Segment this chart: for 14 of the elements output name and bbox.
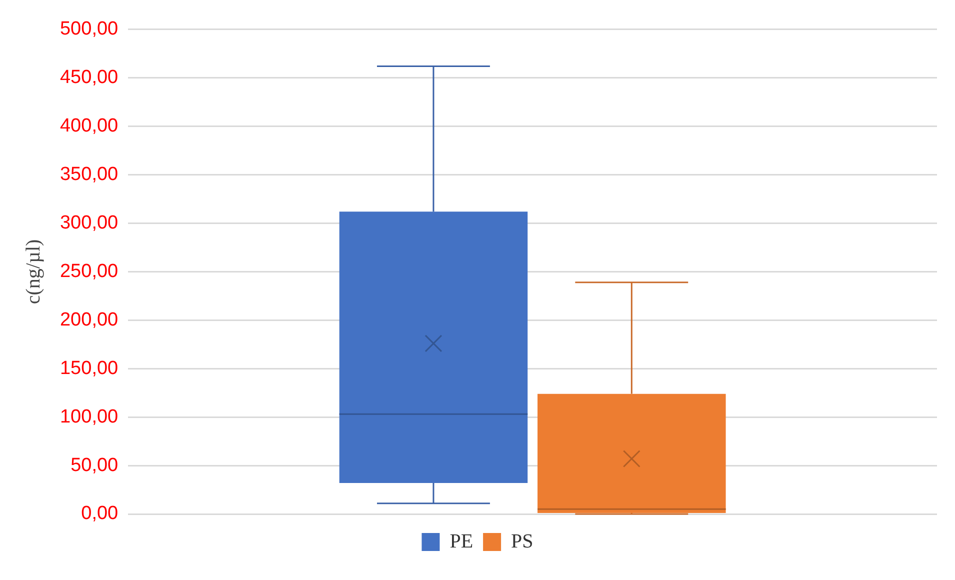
legend-label: PE: [450, 530, 474, 552]
legend-label: PS: [511, 530, 534, 552]
y-tick-label: 450,00: [60, 67, 118, 88]
y-tick-label: 200,00: [60, 309, 118, 330]
y-tick-label: 300,00: [60, 212, 118, 234]
y-tick-label: 0,00: [81, 503, 118, 524]
y-tick-label: 400,00: [60, 116, 118, 137]
y-tick-label: 150,00: [60, 358, 118, 379]
y-tick-label: 100,00: [60, 406, 118, 428]
y-tick-label: 50,00: [70, 454, 118, 476]
y-tick-label: 250,00: [60, 260, 118, 282]
y-tick-label: 500,00: [60, 18, 118, 40]
y-tick-label: 350,00: [60, 164, 118, 186]
y-axis-title: c(ng/µl): [22, 239, 44, 304]
